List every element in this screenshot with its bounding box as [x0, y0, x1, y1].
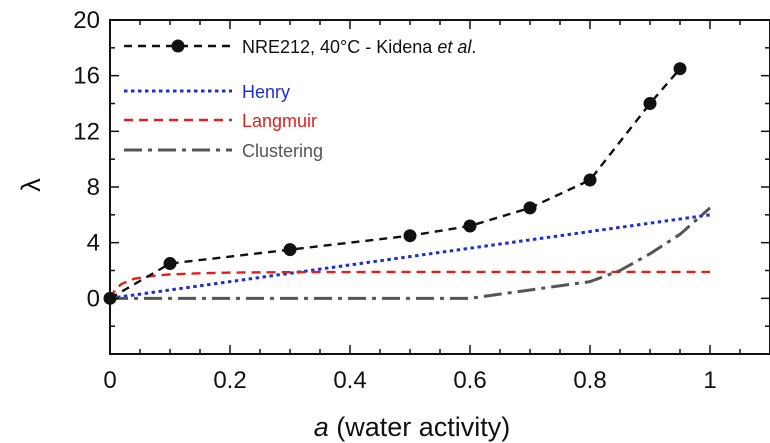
plot-area	[104, 62, 711, 305]
x-tick-label: 0.8	[573, 367, 606, 394]
x-tick-label: 0.2	[213, 367, 246, 394]
data-point	[404, 229, 417, 242]
y-axis-title: λ	[16, 178, 46, 192]
y-tick-label: 12	[73, 118, 100, 145]
x-tick-label: 1	[703, 367, 716, 394]
data-point	[674, 62, 687, 75]
plot-frame	[110, 20, 770, 354]
y-tick-label: 16	[73, 63, 100, 90]
legend-label-nre212-40-c-kidena: NRE212, 40°C - Kidena et al.	[242, 37, 476, 57]
data-point	[284, 243, 297, 256]
data-point	[164, 257, 177, 270]
series-line-langmuir	[110, 272, 710, 298]
axes: 0 4 8 12 16 20 0 0.2 0.4 0.6 0.8 1	[73, 7, 770, 394]
series-line-henry	[110, 215, 710, 298]
y-tick-label: 4	[87, 230, 100, 257]
x-axis-title-symbol: a	[314, 412, 329, 442]
x-tick-label: 0.4	[333, 367, 366, 394]
legend-marker	[172, 40, 185, 53]
x-axis-title: a (water activity)	[314, 412, 511, 442]
data-point	[524, 201, 537, 214]
x-axis-title-text: (water activity)	[329, 412, 511, 442]
y-tick-label: 8	[87, 174, 100, 201]
legend-label-henry: Henry	[242, 82, 290, 102]
legend-label-langmuir: Langmuir	[242, 111, 317, 131]
legend: NRE212, 40°C - Kidena et al. Henry Langmui…	[124, 37, 476, 161]
data-point	[464, 219, 477, 232]
x-tick-label: 0	[103, 367, 116, 394]
legend-label-clustering: Clustering	[242, 141, 323, 161]
y-tick-label: 0	[87, 285, 100, 312]
y-tick-label: 20	[73, 7, 100, 34]
data-point	[584, 174, 597, 187]
data-point	[644, 97, 657, 110]
x-tick-label: 0.6	[453, 367, 486, 394]
